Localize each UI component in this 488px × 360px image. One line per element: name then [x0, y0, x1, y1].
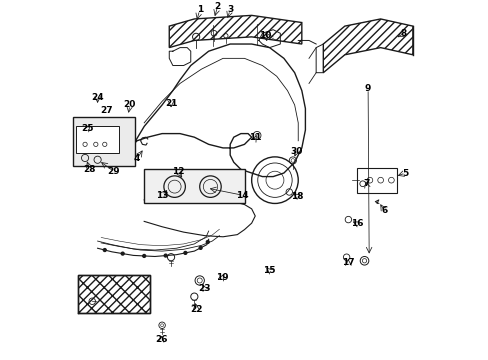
Bar [78, 275, 149, 313]
Circle shape [103, 249, 106, 252]
Text: 13: 13 [156, 191, 168, 200]
Text: 29: 29 [107, 167, 120, 176]
Text: 12: 12 [172, 167, 184, 176]
Circle shape [183, 252, 186, 254]
Text: 8: 8 [400, 29, 406, 38]
Text: 11: 11 [248, 134, 261, 143]
Bar [72, 117, 135, 166]
Text: 22: 22 [189, 305, 202, 314]
Text: 28: 28 [83, 165, 96, 174]
Text: 9: 9 [364, 84, 370, 93]
Text: 23: 23 [198, 284, 210, 293]
Text: 14: 14 [236, 191, 248, 200]
FancyBboxPatch shape [357, 168, 396, 193]
Text: 24: 24 [91, 93, 104, 102]
Text: 1: 1 [196, 5, 203, 14]
PathPatch shape [323, 19, 412, 73]
Circle shape [142, 255, 145, 257]
Text: 17: 17 [342, 258, 354, 267]
PathPatch shape [169, 15, 301, 48]
Bar [76, 126, 119, 153]
Text: 16: 16 [350, 219, 363, 228]
Circle shape [206, 240, 209, 243]
Circle shape [199, 247, 202, 249]
Text: 10: 10 [259, 31, 271, 40]
Text: 30: 30 [290, 147, 302, 156]
Text: 21: 21 [164, 99, 177, 108]
Text: 27: 27 [100, 106, 113, 115]
Text: 18: 18 [291, 192, 303, 201]
Text: 25: 25 [81, 124, 94, 133]
Text: 6: 6 [380, 206, 386, 215]
Text: 15: 15 [263, 266, 275, 275]
Text: 20: 20 [123, 100, 136, 109]
Text: 19: 19 [215, 273, 228, 282]
Circle shape [121, 252, 124, 255]
Text: 26: 26 [155, 335, 167, 344]
Circle shape [164, 254, 167, 257]
Text: 4: 4 [134, 154, 140, 163]
Bar [144, 170, 244, 203]
Text: 5: 5 [402, 168, 408, 177]
Text: 3: 3 [226, 5, 233, 14]
Text: 7: 7 [363, 179, 369, 188]
Text: 2: 2 [214, 2, 220, 11]
